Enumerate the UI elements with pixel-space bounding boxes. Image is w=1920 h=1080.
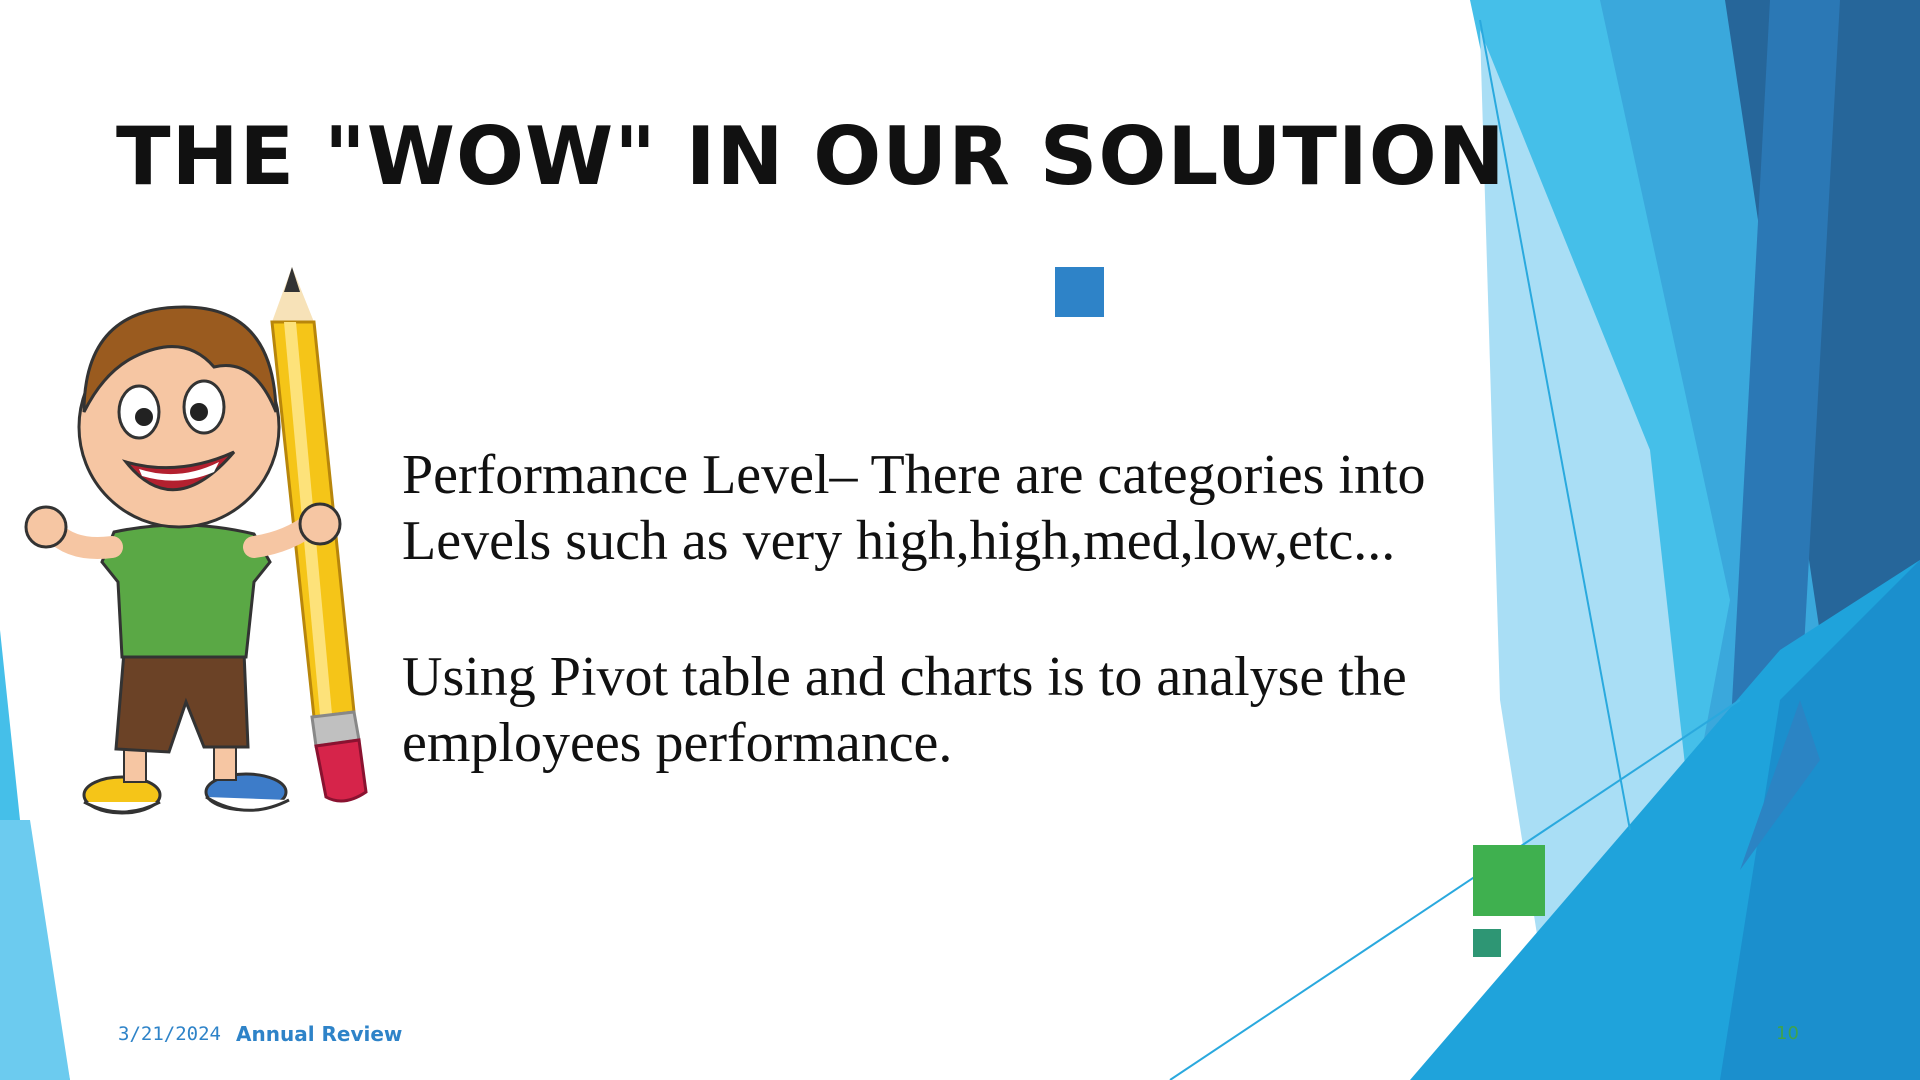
footer-date: 3/21/2024	[118, 1023, 221, 1045]
body-paragraph-1: Performance Level– There are categories …	[402, 444, 1426, 572]
head-graphic	[77, 305, 281, 529]
facet-darker-corner	[1740, 700, 1820, 870]
footer-title: Annual Review	[236, 1022, 403, 1046]
shorts-graphic	[114, 650, 250, 754]
cartoon-boy-with-pencil-illustration	[24, 267, 368, 815]
body-text: Performance Level– There are categories …	[402, 442, 1512, 776]
facet-left-pale	[0, 820, 70, 1080]
accent-line-2	[1169, 699, 1741, 1080]
shirt-graphic	[100, 523, 272, 659]
green-accent-square	[1473, 845, 1545, 916]
slide-title: THE "WOW" IN OUR SOLUTION	[116, 110, 1506, 203]
teal-accent-square	[1473, 929, 1501, 957]
shoes-graphic	[82, 772, 290, 815]
facet-medium-strip	[1730, 0, 1840, 740]
slide-number: 10	[1776, 1023, 1799, 1044]
blue-accent-square	[1055, 267, 1104, 317]
facet-deep-corner	[1720, 560, 1920, 1080]
accent-line-1	[1479, 19, 1631, 831]
body-paragraph-2: Using Pivot table and charts is to analy…	[402, 646, 1407, 774]
